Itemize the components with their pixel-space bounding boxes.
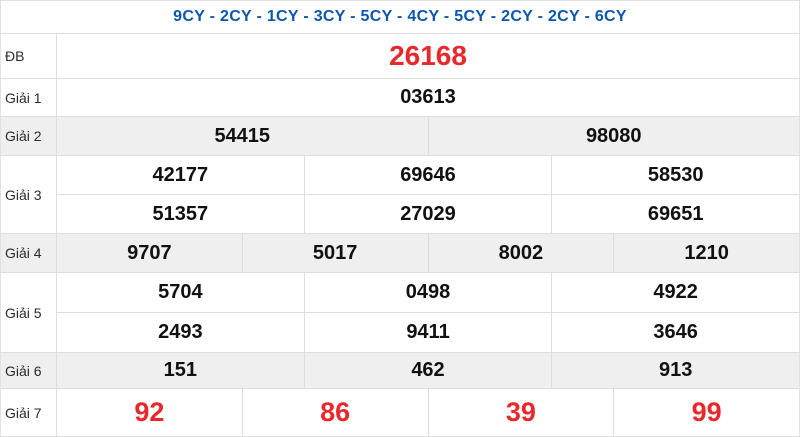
prize-label-g7: Giải 7	[1, 389, 57, 436]
prize-row-g1: Giải 1 03613	[1, 79, 799, 117]
prize-number: 54415	[214, 124, 271, 147]
prize-number: 9707	[127, 241, 172, 264]
prize-number: 58530	[551, 156, 799, 194]
prize-row-db: ĐB 26168	[1, 34, 799, 79]
prize-number: 51357	[152, 202, 209, 225]
prize-number: 99	[613, 389, 799, 436]
prize-number: 5704	[158, 281, 203, 303]
prize-number: 42177	[152, 163, 209, 186]
prize-number-db: 26168	[389, 40, 467, 71]
prize-label-g1: Giải 1	[1, 79, 57, 116]
prize-number: 69651	[551, 195, 799, 233]
prize-number: 8002	[427, 234, 614, 272]
prize-number: 86	[241, 389, 428, 436]
prize-number: 151	[163, 359, 198, 381]
prize-number: 03613	[400, 86, 456, 108]
prize-number: 98080	[427, 117, 800, 155]
prize-label-g5: Giải 5	[1, 273, 57, 352]
prize-number: 1210	[613, 234, 799, 272]
prize-number: 913	[551, 353, 799, 388]
prize-label-db: ĐB	[1, 34, 57, 78]
prize-number: 27029	[303, 195, 552, 233]
prize-row-g7: Giải 7 92 86 39 99	[1, 389, 799, 436]
prize-number: 39	[427, 389, 614, 436]
prize-row-g3: Giải 3 42177 69646 58530 51357 27029 696…	[1, 156, 799, 234]
prize-label-g2: Giải 2	[1, 117, 57, 155]
prize-number: 92	[134, 397, 165, 427]
prize-number: 4922	[551, 273, 799, 312]
prize-label-g3: Giải 3	[1, 156, 57, 233]
prize-number: 9411	[303, 313, 552, 352]
prize-number: 3646	[551, 313, 799, 352]
prize-number: 0498	[303, 273, 552, 312]
prize-number: 69646	[303, 156, 552, 194]
prize-label-g6: Giải 6	[1, 353, 57, 388]
prize-row-g4: Giải 4 9707 5017 8002 1210	[1, 234, 799, 273]
results-header-title: 9CY - 2CY - 1CY - 3CY - 5CY - 4CY - 5CY …	[173, 8, 627, 25]
prize-row-g6: Giải 6 151 462 913	[1, 353, 799, 389]
prize-row-g5: Giải 5 5704 0498 4922 2493 9411 3646	[1, 273, 799, 353]
prize-number: 2493	[158, 321, 203, 343]
prize-label-g4: Giải 4	[1, 234, 57, 272]
prize-row-g2: Giải 2 54415 98080	[1, 117, 799, 156]
prize-number: 5017	[241, 234, 428, 272]
prize-number: 462	[303, 353, 552, 388]
results-header: 9CY - 2CY - 1CY - 3CY - 5CY - 4CY - 5CY …	[1, 1, 799, 34]
